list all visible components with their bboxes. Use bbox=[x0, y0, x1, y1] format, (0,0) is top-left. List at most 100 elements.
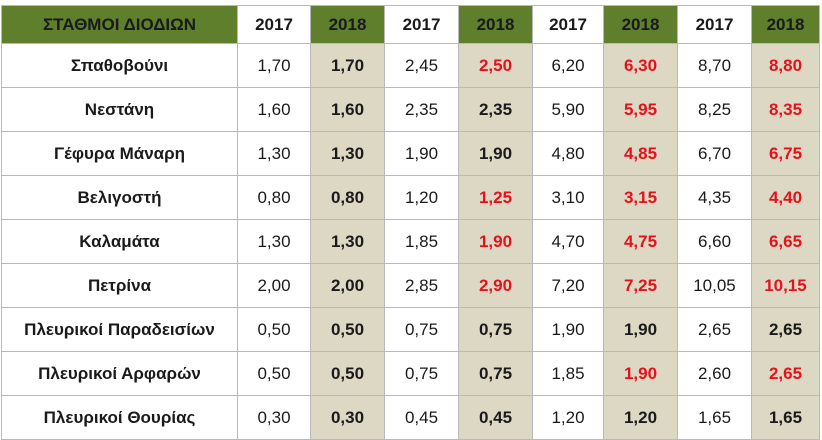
price-2018-cell: 2,50 bbox=[458, 43, 533, 88]
table-row: Πετρίνα 2,00 2,00 2,85 2,90 7,20 7,25 10,05 10,1… bbox=[1, 263, 820, 308]
price-2018-cell: 5,95 bbox=[603, 87, 678, 132]
price-2018-cell: 7,25 bbox=[603, 263, 678, 308]
price-2018-cell: 4,40 bbox=[751, 175, 820, 220]
price-2018-cell: 4,75 bbox=[603, 219, 678, 264]
price-2018-cell: 2,00 bbox=[310, 263, 385, 308]
price-2017-cell: 8,70 bbox=[677, 43, 752, 88]
price-2018-cell: 0,50 bbox=[310, 307, 385, 352]
price-2017-cell: 4,70 bbox=[532, 219, 604, 264]
table-row: Γέφυρα Μάναρη 1,30 1,30 1,90 1,90 4,80 4,85 6,7… bbox=[1, 131, 820, 176]
price-2018-cell: 0,30 bbox=[310, 395, 385, 440]
price-2017-cell: 0,80 bbox=[237, 175, 311, 220]
price-2017-cell: 0,50 bbox=[237, 307, 311, 352]
station-name: Πλευρικοί Θουρίας bbox=[1, 395, 238, 440]
price-2018-cell: 6,75 bbox=[751, 131, 820, 176]
table-row: Πλευρικοί Παραδεισίων 0,50 0,50 0,75 0,75 1,9… bbox=[1, 307, 820, 352]
price-2018-cell: 2,90 bbox=[458, 263, 533, 308]
price-2017-cell: 6,20 bbox=[532, 43, 604, 88]
table-row: Καλαμάτα 1,30 1,30 1,85 1,90 4,70 4,75 6,60 6,65 bbox=[1, 219, 820, 264]
price-2018-cell: 6,30 bbox=[603, 43, 678, 88]
header-row: ΣΤΑΘΜΟΙ ΔΙΟΔΙΩΝ 2017 2018 2017 2018 2017… bbox=[1, 5, 820, 44]
price-2018-cell: 1,90 bbox=[458, 219, 533, 264]
price-2018-cell: 4,85 bbox=[603, 131, 678, 176]
price-2018-cell: 10,15 bbox=[751, 263, 820, 308]
year-header: 2018 bbox=[310, 5, 385, 44]
price-2017-cell: 3,10 bbox=[532, 175, 604, 220]
table-row: Βελιγοστή 0,80 0,80 1,20 1,25 3,10 3,15 4,35 4,4… bbox=[1, 175, 820, 220]
station-name: Πλευρικοί Παραδεισίων bbox=[1, 307, 238, 352]
table-row: Σπαθοβούνι 1,70 1,70 2,45 2,50 6,20 6,30 8,70 8,… bbox=[1, 43, 820, 88]
station-name: Γέφυρα Μάναρη bbox=[1, 131, 238, 176]
table-row: Πλευρικοί Αρφαρών 0,50 0,50 0,75 0,75 1,85 1,9… bbox=[1, 351, 820, 396]
price-2018-cell: 1,90 bbox=[458, 131, 533, 176]
year-header: 2017 bbox=[677, 5, 752, 44]
price-2018-cell: 0,75 bbox=[458, 351, 533, 396]
price-2017-cell: 8,25 bbox=[677, 87, 752, 132]
station-name: Βελιγοστή bbox=[1, 175, 238, 220]
price-2018-cell: 1,90 bbox=[603, 351, 678, 396]
price-2017-cell: 1,85 bbox=[384, 219, 459, 264]
table-row: Πλευρικοί Θουρίας 0,30 0,30 0,45 0,45 1,20 1,2… bbox=[1, 395, 820, 440]
price-2017-cell: 1,30 bbox=[237, 219, 311, 264]
price-2017-cell: 4,80 bbox=[532, 131, 604, 176]
price-2017-cell: 1,30 bbox=[237, 131, 311, 176]
price-2018-cell: 2,65 bbox=[751, 351, 820, 396]
year-header: 2017 bbox=[237, 5, 311, 44]
station-name: Καλαμάτα bbox=[1, 219, 238, 264]
station-name: Πλευρικοί Αρφαρών bbox=[1, 351, 238, 396]
price-2017-cell: 2,35 bbox=[384, 87, 459, 132]
price-2017-cell: 10,05 bbox=[677, 263, 752, 308]
price-2018-cell: 1,25 bbox=[458, 175, 533, 220]
price-2018-cell: 1,60 bbox=[310, 87, 385, 132]
station-name: Σπαθοβούνι bbox=[1, 43, 238, 88]
price-2018-cell: 6,65 bbox=[751, 219, 820, 264]
price-2017-cell: 5,90 bbox=[532, 87, 604, 132]
price-2018-cell: 0,75 bbox=[458, 307, 533, 352]
price-2017-cell: 1,20 bbox=[532, 395, 604, 440]
price-2018-cell: 1,20 bbox=[603, 395, 678, 440]
year-header: 2018 bbox=[751, 5, 820, 44]
price-2017-cell: 0,75 bbox=[384, 307, 459, 352]
price-2018-cell: 2,65 bbox=[751, 307, 820, 352]
price-2018-cell: 3,15 bbox=[603, 175, 678, 220]
price-2017-cell: 1,20 bbox=[384, 175, 459, 220]
price-2017-cell: 0,50 bbox=[237, 351, 311, 396]
price-2017-cell: 1,60 bbox=[237, 87, 311, 132]
price-2018-cell: 0,45 bbox=[458, 395, 533, 440]
toll-rates-table: ΣΤΑΘΜΟΙ ΔΙΟΔΙΩΝ 2017 2018 2017 2018 2017… bbox=[1, 5, 820, 440]
price-2018-cell: 8,80 bbox=[751, 43, 820, 88]
station-name: Νεστάνη bbox=[1, 87, 238, 132]
price-2017-cell: 0,30 bbox=[237, 395, 311, 440]
price-2018-cell: 1,65 bbox=[751, 395, 820, 440]
price-2018-cell: 2,35 bbox=[458, 87, 533, 132]
price-2018-cell: 1,30 bbox=[310, 131, 385, 176]
price-2017-cell: 2,45 bbox=[384, 43, 459, 88]
year-header: 2018 bbox=[603, 5, 678, 44]
price-2018-cell: 8,35 bbox=[751, 87, 820, 132]
price-2018-cell: 1,30 bbox=[310, 219, 385, 264]
station-name: Πετρίνα bbox=[1, 263, 238, 308]
year-header: 2017 bbox=[384, 5, 459, 44]
price-2017-cell: 0,75 bbox=[384, 351, 459, 396]
price-2017-cell: 1,70 bbox=[237, 43, 311, 88]
year-header: 2018 bbox=[458, 5, 533, 44]
table-body: Σπαθοβούνι 1,70 1,70 2,45 2,50 6,20 6,30 8,70 8,… bbox=[1, 43, 820, 440]
price-2017-cell: 6,60 bbox=[677, 219, 752, 264]
table-row: Νεστάνη 1,60 1,60 2,35 2,35 5,90 5,95 8,25 8,35 bbox=[1, 87, 820, 132]
price-2017-cell: 2,85 bbox=[384, 263, 459, 308]
price-2017-cell: 1,90 bbox=[384, 131, 459, 176]
price-2017-cell: 6,70 bbox=[677, 131, 752, 176]
price-2017-cell: 1,85 bbox=[532, 351, 604, 396]
price-2017-cell: 7,20 bbox=[532, 263, 604, 308]
price-2017-cell: 2,00 bbox=[237, 263, 311, 308]
price-2017-cell: 2,65 bbox=[677, 307, 752, 352]
price-2017-cell: 2,60 bbox=[677, 351, 752, 396]
station-column-header: ΣΤΑΘΜΟΙ ΔΙΟΔΙΩΝ bbox=[1, 5, 238, 44]
price-2018-cell: 1,90 bbox=[603, 307, 678, 352]
price-2018-cell: 0,80 bbox=[310, 175, 385, 220]
price-2018-cell: 0,50 bbox=[310, 351, 385, 396]
price-2017-cell: 1,65 bbox=[677, 395, 752, 440]
price-2018-cell: 1,70 bbox=[310, 43, 385, 88]
price-2017-cell: 1,90 bbox=[532, 307, 604, 352]
year-header: 2017 bbox=[532, 5, 604, 44]
